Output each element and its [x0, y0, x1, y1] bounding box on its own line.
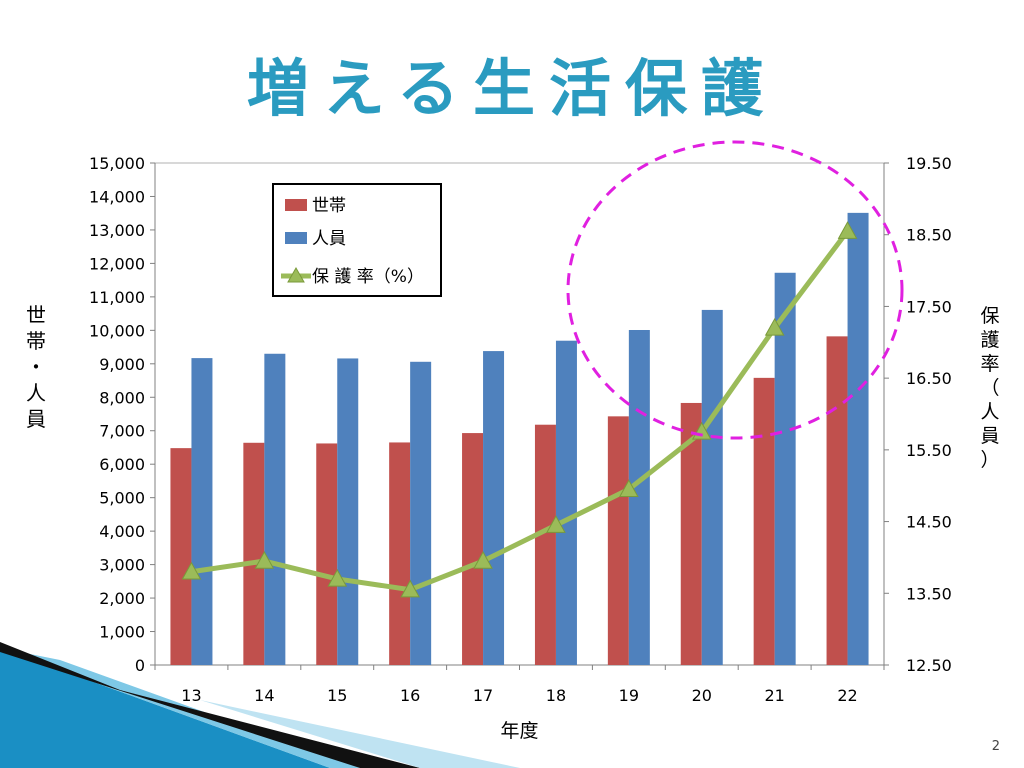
x-axis-title: 年度 — [500, 720, 538, 742]
rate-point — [327, 568, 348, 587]
x-tick-label: 17 — [473, 686, 493, 705]
slide-decoration — [0, 642, 520, 768]
bar-persons — [410, 361, 432, 665]
bar-persons — [774, 272, 796, 665]
x-tick-label: 15 — [327, 686, 347, 705]
rate-point — [400, 579, 420, 598]
rate-line — [191, 229, 850, 593]
rate-point — [764, 317, 785, 336]
bar-persons — [701, 309, 723, 665]
y-tick-label-left: 10,000 — [89, 321, 145, 340]
bar-households — [170, 448, 192, 665]
legend-label-persons: 人員 — [312, 229, 346, 249]
slide-title: 増える生活保護 — [246, 52, 778, 125]
y-tick-label-left: 14,000 — [89, 187, 145, 206]
x-tick-label: 13 — [181, 686, 201, 705]
rate-point — [254, 550, 275, 569]
rate-point — [619, 479, 639, 497]
y-tick-label-left: 8,000 — [99, 388, 145, 407]
y-tick-label-right: 13.50 — [906, 584, 952, 603]
y-tick-label-left: 9,000 — [99, 355, 145, 374]
legend-swatch-persons — [285, 232, 307, 244]
y-tick-label-right: 16.50 — [906, 369, 952, 388]
bar-persons — [264, 353, 286, 665]
highlight-circle — [566, 140, 904, 440]
y-axis-title-right-char: 率 — [980, 353, 999, 375]
bar-persons — [483, 351, 505, 665]
legend-swatch-rate-marker — [287, 266, 305, 283]
legend-swatch-households — [285, 199, 307, 211]
y-tick-label-left: 2,000 — [99, 589, 145, 608]
y-tick-label-left: 4,000 — [99, 522, 145, 541]
y-tick-label-left: 3,000 — [99, 556, 145, 575]
bar-households — [243, 442, 265, 665]
y-tick-label-right: 14.50 — [906, 513, 952, 532]
y-tick-label-left: 0 — [135, 656, 145, 675]
legend-label-rate: 保 護 率（%） — [312, 267, 424, 287]
x-tick-label: 21 — [764, 686, 784, 705]
legend-label-households: 世帯 — [312, 196, 346, 216]
page-number: 2 — [991, 739, 1000, 754]
bar-households — [607, 416, 629, 665]
y-axis-title-left-char: 員 — [26, 407, 46, 431]
y-axis-title-right-char: ） — [980, 449, 999, 471]
y-tick-label-left: 5,000 — [99, 489, 145, 508]
y-axis-title-left-char: 帯 — [26, 329, 46, 353]
y-axis-title-right-char: 人 — [980, 401, 999, 423]
x-tick-label: 19 — [619, 686, 639, 705]
y-tick-label-right: 18.50 — [906, 226, 952, 245]
bar-persons — [191, 358, 213, 665]
y-tick-label-left: 11,000 — [89, 288, 145, 307]
rate-point — [546, 515, 566, 533]
x-tick-label: 14 — [254, 686, 274, 705]
y-tick-label-right: 15.50 — [906, 441, 952, 460]
y-axis-title-left-char: 世 — [26, 303, 46, 327]
x-tick-label: 18 — [546, 686, 566, 705]
y-axis-title-left-char: 人 — [26, 381, 46, 405]
y-axis-title-right-char: 員 — [980, 425, 999, 447]
bar-households — [462, 433, 484, 665]
bar-households — [680, 402, 702, 665]
y-axis-title-right-char: （ — [980, 377, 999, 399]
y-tick-label-left: 7,000 — [99, 422, 145, 441]
bar-households — [389, 442, 411, 665]
y-tick-label-right: 19.50 — [906, 154, 952, 173]
bar-persons — [847, 212, 869, 665]
rate-point — [473, 550, 493, 569]
y-axis-title-right-char: 護 — [980, 329, 999, 351]
rate-point — [181, 561, 202, 580]
y-tick-label-left: 13,000 — [89, 221, 145, 240]
bar-households — [316, 443, 338, 665]
y-tick-label-left: 1,000 — [99, 623, 145, 642]
y-tick-label-left: 6,000 — [99, 455, 145, 474]
x-tick-label: 20 — [692, 686, 712, 705]
bar-persons — [628, 329, 650, 665]
bar-persons — [555, 340, 577, 665]
bar-households — [826, 336, 848, 665]
y-tick-label-left: 12,000 — [89, 254, 145, 273]
rate-point — [837, 221, 858, 239]
bar-households — [534, 424, 556, 665]
y-axis-title-right-char: 保 — [980, 305, 999, 327]
y-tick-label-right: 17.50 — [906, 297, 952, 316]
x-tick-label: 16 — [400, 686, 420, 705]
y-axis-title-left-char: ・ — [26, 355, 46, 379]
y-tick-label-right: 12.50 — [906, 656, 952, 675]
y-tick-label-left: 15,000 — [89, 154, 145, 173]
x-tick-label: 22 — [837, 686, 857, 705]
bar-persons — [337, 358, 359, 665]
bar-households — [753, 377, 775, 665]
